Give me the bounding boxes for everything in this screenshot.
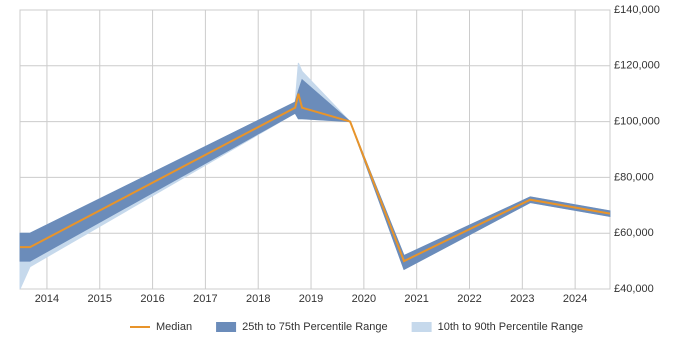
median-line bbox=[20, 93, 611, 263]
x-tick-label: 2020 bbox=[352, 293, 376, 305]
x-tick-label: 2024 bbox=[563, 293, 587, 305]
y-tick-label: £140,000 bbox=[614, 4, 660, 16]
x-tick-label: 2017 bbox=[193, 293, 217, 305]
percentile-band bbox=[19, 78, 611, 271]
x-tick-label: 2023 bbox=[510, 293, 534, 305]
legend-swatch bbox=[411, 322, 432, 332]
legend-label: 10th to 90th Percentile Range bbox=[438, 321, 584, 333]
x-tick-label: 2021 bbox=[404, 293, 428, 305]
legend-label: Median bbox=[156, 321, 192, 333]
x-tick-label: 2015 bbox=[88, 293, 112, 305]
x-tick-label: 2018 bbox=[246, 293, 270, 305]
y-tick-label: £60,000 bbox=[614, 227, 654, 239]
x-tick-label: 2014 bbox=[35, 293, 59, 305]
y-tick-label: £40,000 bbox=[614, 283, 654, 295]
x-tick-label: 2019 bbox=[299, 293, 323, 305]
legend-label: 25th to 75th Percentile Range bbox=[242, 321, 388, 333]
y-tick-label: £80,000 bbox=[614, 171, 654, 183]
x-tick-label: 2022 bbox=[457, 293, 481, 305]
x-tick-label: 2016 bbox=[140, 293, 164, 305]
y-tick-label: £120,000 bbox=[614, 60, 660, 72]
plot-area bbox=[19, 9, 611, 290]
y-tick-label: £100,000 bbox=[614, 116, 660, 128]
legend-swatch bbox=[216, 322, 237, 332]
